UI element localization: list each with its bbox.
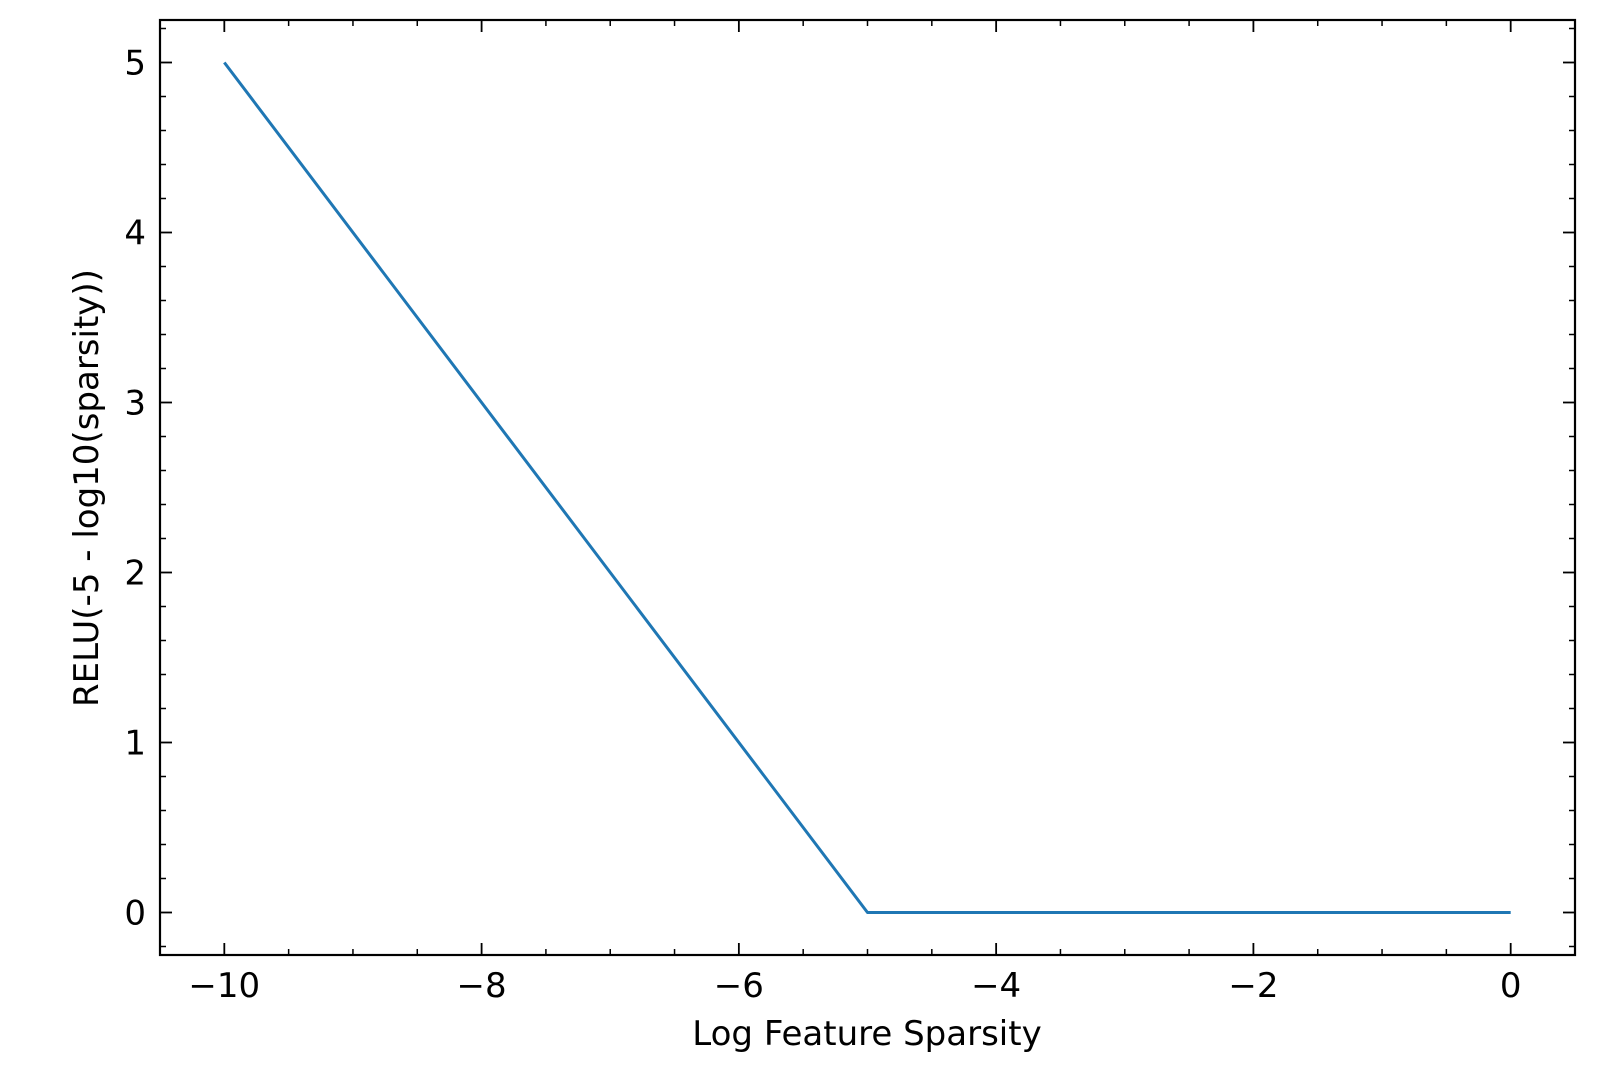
y-tick-label: 0 [124, 894, 146, 934]
x-tick-label: −10 [188, 966, 260, 1006]
y-tick-label: 1 [124, 724, 146, 764]
y-tick-label: 3 [124, 384, 146, 424]
y-tick-label: 4 [124, 214, 146, 254]
x-tick-label: −4 [971, 966, 1021, 1006]
major-ticks [160, 20, 1575, 955]
y-axis-label: RELU(-5 - log10(sparsity)) [67, 269, 107, 707]
y-tick-label: 2 [124, 554, 146, 594]
x-tick-label: −6 [714, 966, 764, 1006]
x-tick-label: 0 [1500, 966, 1522, 1006]
x-tick-labels: −10 −8 −6 −4 −2 0 [188, 966, 1521, 1006]
series-layer [223, 61, 1511, 914]
x-tick-label: −2 [1228, 966, 1278, 1006]
series-line [223, 61, 1511, 914]
y-tick-label: 5 [124, 44, 146, 84]
y-tick-labels: 0 1 2 3 4 5 [124, 44, 146, 934]
plot-frame [158, 18, 1577, 957]
x-tick-label: −8 [457, 966, 507, 1006]
minor-ticks [159, 20, 1576, 955]
x-axis-label: Log Feature Sparsity [692, 1014, 1041, 1054]
